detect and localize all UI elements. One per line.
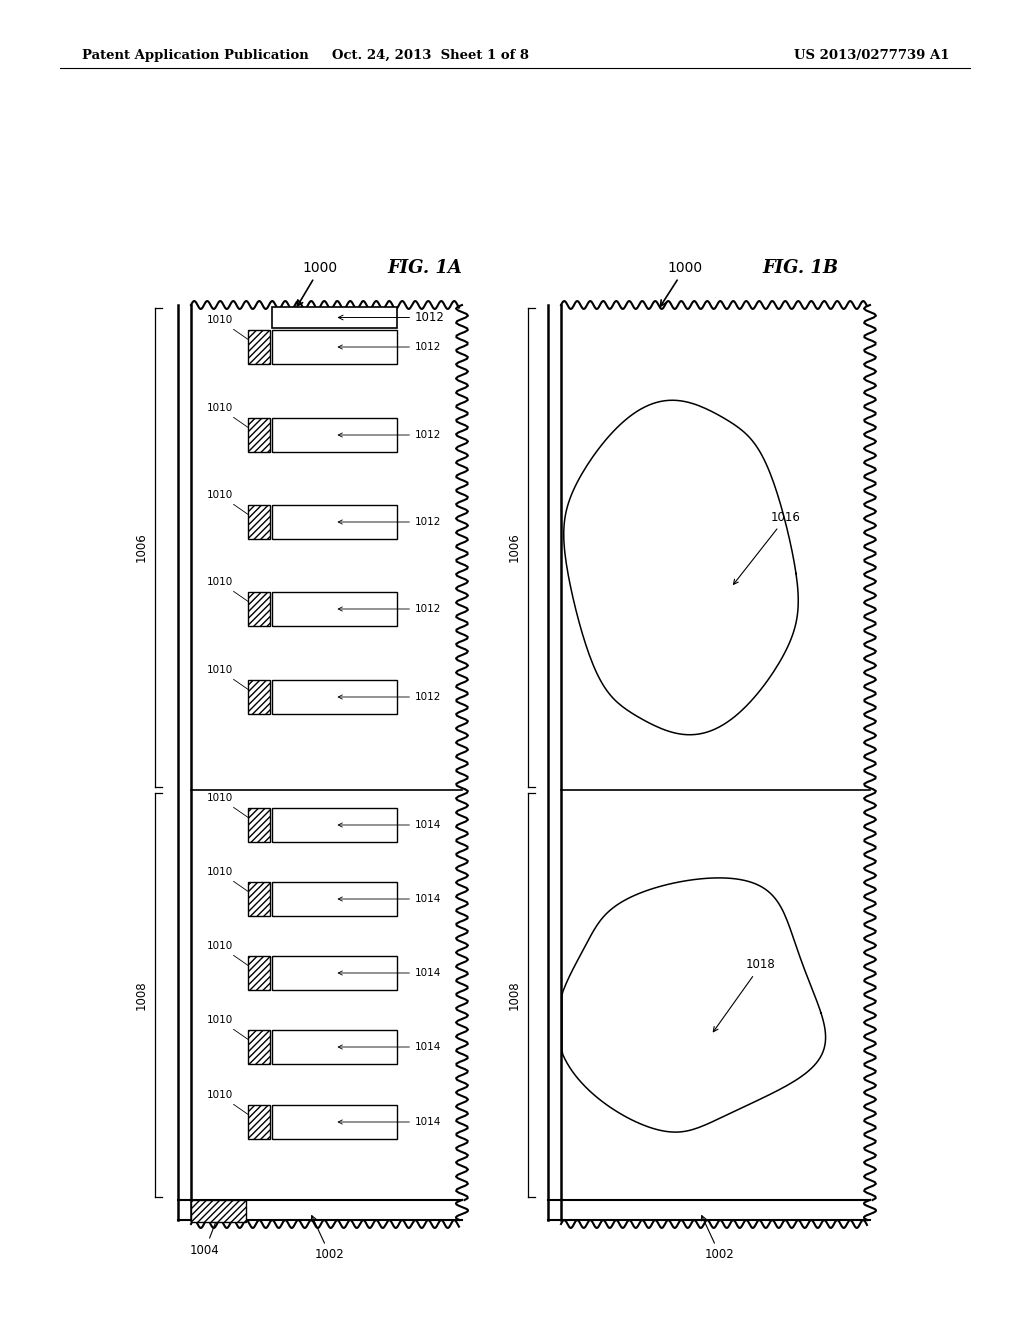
Text: 1008: 1008 xyxy=(135,981,148,1010)
Bar xyxy=(272,882,397,916)
Bar xyxy=(272,330,397,364)
Text: 1012: 1012 xyxy=(338,692,441,702)
Bar xyxy=(248,591,270,626)
Bar xyxy=(272,1105,397,1139)
Text: 1010: 1010 xyxy=(207,490,256,520)
Text: 1010: 1010 xyxy=(207,1015,256,1045)
Text: 1010: 1010 xyxy=(207,1090,256,1119)
Bar xyxy=(248,1105,270,1139)
Bar xyxy=(248,956,270,990)
Bar xyxy=(272,591,397,626)
Text: 1002: 1002 xyxy=(701,1216,735,1262)
Text: 1012: 1012 xyxy=(338,342,441,352)
Text: 1010: 1010 xyxy=(207,793,256,822)
Text: 1008: 1008 xyxy=(508,981,521,1010)
Text: 1010: 1010 xyxy=(207,665,256,694)
Bar xyxy=(248,808,270,842)
Text: 1000: 1000 xyxy=(297,261,338,306)
Text: 1010: 1010 xyxy=(207,315,256,345)
Text: Patent Application Publication: Patent Application Publication xyxy=(82,49,309,62)
Bar xyxy=(272,956,397,990)
Bar xyxy=(272,1030,397,1064)
Text: 1010: 1010 xyxy=(207,941,256,972)
Bar xyxy=(272,506,397,539)
Bar xyxy=(248,506,270,539)
Text: 1000: 1000 xyxy=(660,261,702,306)
Text: 1010: 1010 xyxy=(207,867,256,896)
Text: 1014: 1014 xyxy=(338,1041,441,1052)
Bar xyxy=(248,680,270,714)
Text: 1016: 1016 xyxy=(733,511,801,585)
Text: Oct. 24, 2013  Sheet 1 of 8: Oct. 24, 2013 Sheet 1 of 8 xyxy=(332,49,528,62)
Text: 1004: 1004 xyxy=(190,1214,220,1257)
Bar xyxy=(248,1030,270,1064)
Bar xyxy=(272,680,397,714)
Text: FIG. 1B: FIG. 1B xyxy=(762,259,838,277)
Bar xyxy=(272,308,397,327)
Bar xyxy=(272,808,397,842)
Text: US 2013/0277739 A1: US 2013/0277739 A1 xyxy=(795,49,950,62)
Text: 1012: 1012 xyxy=(338,430,441,440)
Text: 1014: 1014 xyxy=(338,820,441,830)
Text: 1006: 1006 xyxy=(508,533,521,562)
Bar xyxy=(248,882,270,916)
Text: 1012: 1012 xyxy=(338,517,441,527)
Text: 1018: 1018 xyxy=(714,958,776,1032)
Bar xyxy=(248,418,270,451)
Text: 1010: 1010 xyxy=(207,577,256,607)
Text: 1014: 1014 xyxy=(338,1117,441,1127)
Text: FIG. 1A: FIG. 1A xyxy=(387,259,463,277)
Bar xyxy=(272,418,397,451)
Text: 1010: 1010 xyxy=(207,403,256,433)
Text: 1012: 1012 xyxy=(338,605,441,614)
Text: 1014: 1014 xyxy=(338,968,441,978)
Text: 1006: 1006 xyxy=(135,533,148,562)
Bar xyxy=(191,1200,246,1222)
Bar xyxy=(248,330,270,364)
Text: 1012: 1012 xyxy=(338,312,444,323)
Text: 1002: 1002 xyxy=(311,1216,345,1262)
Text: 1014: 1014 xyxy=(338,894,441,904)
